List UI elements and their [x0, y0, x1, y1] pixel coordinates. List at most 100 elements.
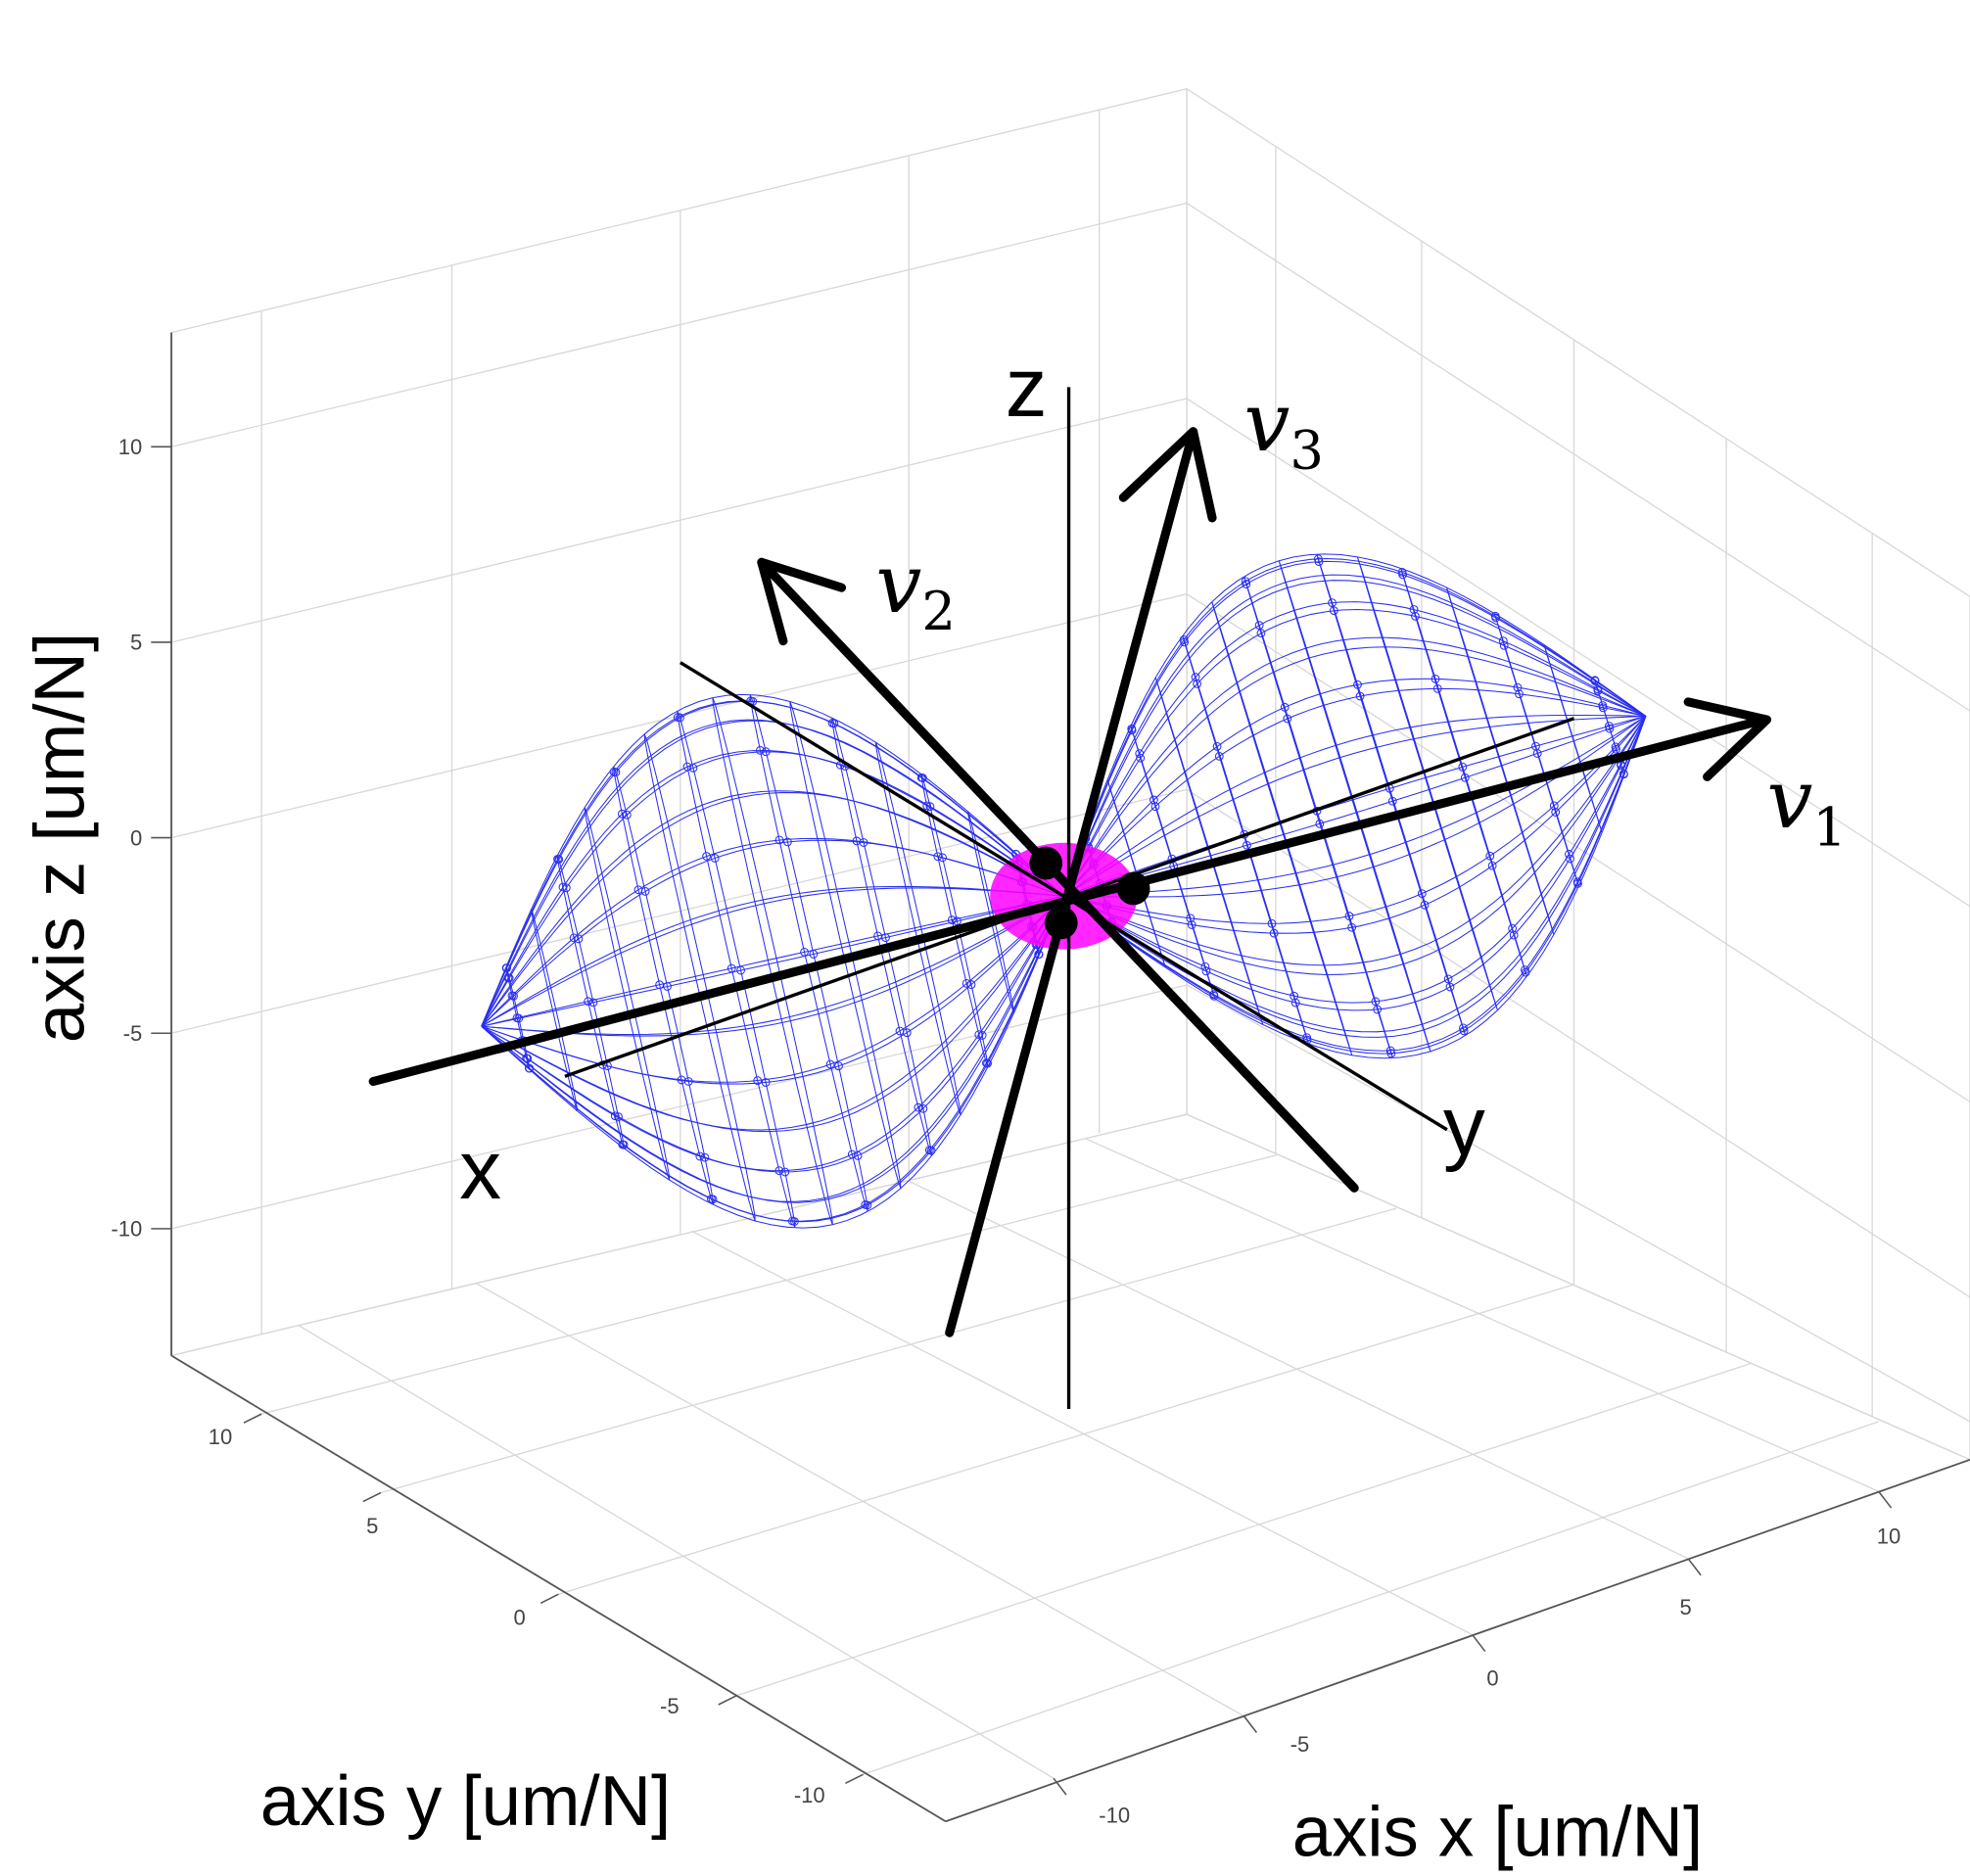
wire-node: [1598, 701, 1608, 710]
grid-line: [1186, 398, 1970, 908]
wire-node: [507, 991, 517, 1001]
wire-ring-lobe2: [643, 733, 756, 1222]
wire-node: [1241, 577, 1250, 586]
wire-node: [618, 1140, 628, 1149]
wire-meridian-lobe1: [1063, 716, 1647, 1055]
wire-meridian-lobe2: [481, 895, 1064, 1131]
v2-vector-line: [757, 557, 1359, 1193]
wire-node: [1460, 773, 1470, 782]
wire-node: [1193, 679, 1202, 688]
tick-mark: [718, 1695, 737, 1706]
wire-meridian-lobe1: [1063, 716, 1647, 1052]
grid-line: [558, 1284, 1574, 1595]
wire-node: [700, 1152, 710, 1162]
wire-node: [558, 882, 568, 892]
wire-node: [584, 997, 593, 1007]
tick-mark: [1878, 1490, 1893, 1509]
wire-node: [522, 1054, 532, 1063]
wire-node: [588, 998, 598, 1008]
wire-meridian-lobe2: [481, 896, 1064, 1222]
wire-ring-lobe1: [1243, 576, 1393, 1058]
x-tick-label: 5: [1679, 1595, 1691, 1619]
wire-node: [977, 1031, 987, 1040]
wire-node: [1186, 914, 1196, 923]
wire-meridian-lobe1: [1063, 715, 1646, 897]
y-tick-label: -10: [794, 1783, 825, 1807]
wire-node: [706, 1195, 716, 1203]
wire-meridian-lobe1: [1063, 716, 1647, 975]
wire-node: [1269, 928, 1279, 938]
wire-node: [1347, 922, 1357, 932]
x-reference-label: x: [459, 1124, 501, 1217]
grid-line: [1085, 1138, 1879, 1492]
tick-mark: [1687, 1558, 1702, 1576]
vector-origin-dots: [1029, 846, 1150, 940]
v3-arrowhead: [1118, 427, 1217, 523]
wire-node: [1201, 966, 1211, 976]
wire-meridian-lobe1: [1062, 678, 1647, 897]
grid-line: [735, 1362, 1753, 1697]
principal-vectors: [368, 427, 1772, 1337]
tick-marks: [151, 446, 1893, 1796]
wire-node: [1290, 998, 1300, 1008]
x-tick-label: -5: [1290, 1732, 1310, 1757]
wire-node: [1127, 724, 1137, 733]
wire-node: [688, 764, 698, 773]
wire-node: [1135, 749, 1145, 759]
wire-meridian-lobe2: [481, 896, 1064, 1229]
z-tick-label: -10: [111, 1217, 142, 1242]
wire-node: [1566, 854, 1574, 864]
wire-node: [1513, 682, 1523, 692]
wire-node: [938, 853, 947, 863]
wire-meridian-lobe2: [481, 750, 1064, 1027]
wire-node: [1315, 819, 1325, 828]
wire-node: [561, 883, 571, 893]
wire-meridian-lobe2: [481, 719, 1064, 1027]
wire-node: [1387, 796, 1397, 806]
wire-node: [1431, 675, 1440, 683]
wire-node: [1328, 598, 1337, 608]
wire-meridian-lobe1: [1062, 553, 1647, 897]
wire-node: [553, 854, 562, 864]
wire-node: [1619, 770, 1628, 779]
wire-node: [1150, 802, 1160, 812]
wire-meridian-lobe2: [481, 896, 1064, 1223]
grid-line: [1186, 984, 1970, 1423]
z-axis-title: axis z [um/N]: [21, 633, 100, 1043]
wire-node: [780, 1167, 790, 1177]
wire-node: [1353, 680, 1362, 689]
wire-node: [1420, 900, 1430, 910]
grid-line: [1186, 788, 1970, 1298]
wire-node: [761, 1078, 771, 1087]
x-axis-line: [945, 1458, 1970, 1823]
wire-node: [1432, 683, 1442, 693]
wire-node: [925, 802, 935, 812]
outer-axes: [170, 332, 1970, 1823]
wire-node: [753, 1076, 763, 1085]
z-tick-label: 10: [118, 435, 142, 459]
wire-node: [982, 1058, 991, 1068]
grid-line: [907, 1180, 1689, 1560]
v2-label: v2: [876, 537, 957, 642]
z-tick-label: -5: [123, 1021, 143, 1046]
y-tick-label: 10: [209, 1425, 232, 1449]
y-tick-label: -5: [660, 1694, 680, 1718]
wire-node: [962, 979, 971, 988]
wire-node: [825, 1059, 835, 1069]
wire-node: [1485, 851, 1495, 861]
z-tick-label: 5: [130, 631, 142, 655]
wire-meridian-lobe2: [481, 837, 1064, 1027]
wire-meridian-lobe1: [1063, 716, 1647, 1004]
wire-meridian-lobe1: [1062, 558, 1647, 897]
v3-subscript: 3: [1290, 418, 1324, 481]
wire-node: [1209, 991, 1219, 1001]
x-tick-label: 0: [1486, 1666, 1498, 1691]
wire-node: [1179, 634, 1189, 644]
v1-origin-dot: [1116, 871, 1150, 906]
tick-mark: [539, 1593, 559, 1604]
wire-node: [1290, 991, 1299, 1001]
wire-node: [873, 931, 882, 941]
wire-node: [1445, 982, 1455, 992]
wire-node: [1254, 621, 1264, 630]
z-tick-label: 0: [130, 825, 142, 850]
